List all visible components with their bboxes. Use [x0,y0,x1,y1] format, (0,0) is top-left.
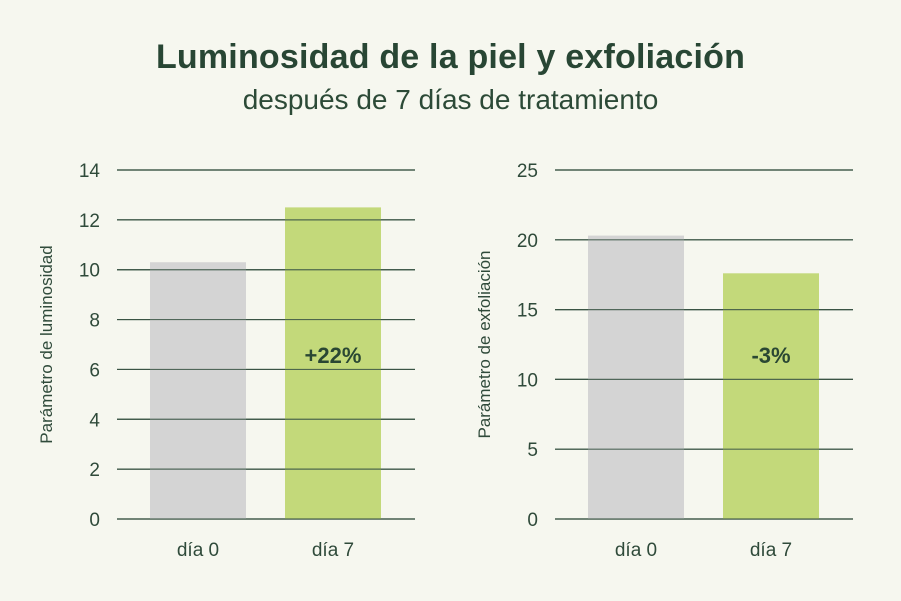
y-tick-label: 10 [79,261,100,282]
y-tick-label: 25 [517,161,538,182]
bar-día-0 [588,235,684,519]
chart-subtitle: después de 7 días de tratamiento [242,84,659,115]
y-tick-label: 0 [89,510,100,531]
y-tick-label: 8 [89,311,100,332]
chart-title: Luminosidad de la piel y exfoliación [155,38,746,76]
y-axis-label: Parámetro de exfoliación [475,250,494,438]
y-tick-label: 20 [517,231,538,252]
y-tick-label: 0 [527,510,538,531]
bar-día-7 [285,207,381,519]
chart-1: 0 2 4 6 8 10 12 14 día 0 día 7 Parámetro de lumino… [37,161,415,561]
y-axis-label: Parámetro de luminosidad [37,245,56,443]
bar-día-7 [723,273,819,519]
y-tick-label: 12 [79,211,100,232]
y-tick-label: 4 [89,410,100,431]
x-category-label: día 7 [750,540,792,561]
x-category-label: día 0 [615,540,657,561]
y-tick-label: 10 [517,370,538,391]
y-tick-label: 2 [89,460,100,481]
x-category-label: día 0 [177,540,219,561]
change-percent-label: +22% [305,343,362,368]
change-percent-label: -3% [751,343,790,368]
chart-2: 0 5 10 15 20 25 día 0 día 7 Parámetro de exfolia… [475,161,853,561]
y-tick-label: 15 [517,301,538,322]
x-category-label: día 7 [312,540,354,561]
y-tick-label: 14 [79,161,101,182]
y-tick-label: 6 [89,360,100,381]
bar-día-0 [150,262,246,519]
y-tick-label: 5 [527,440,538,461]
